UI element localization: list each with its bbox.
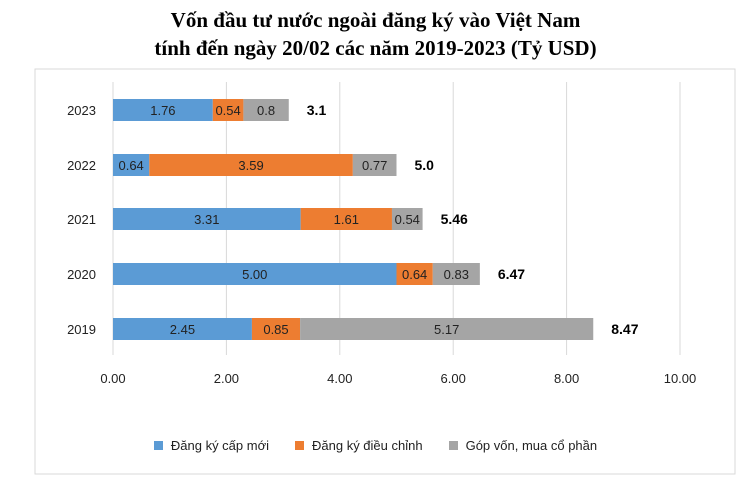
data-label: 1.76 [150, 103, 175, 118]
legend-swatch [295, 441, 304, 450]
x-tick-label: 8.00 [554, 371, 579, 386]
data-label: 0.83 [444, 267, 469, 282]
data-label: 0.8 [257, 103, 275, 118]
bar-segment [113, 99, 213, 121]
bar-segment [113, 154, 150, 176]
legend-swatch [153, 441, 163, 450]
data-label: 0.85 [263, 322, 288, 337]
bar-segment [352, 154, 397, 176]
bar-segment [243, 99, 289, 121]
y-tick-label: 2022 [67, 158, 96, 173]
data-label: 3.59 [238, 158, 263, 173]
data-label: 0.54 [215, 103, 240, 118]
total-label: 5.0 [415, 157, 435, 173]
y-tick-label: 2020 [67, 267, 96, 282]
total-label: 6.47 [498, 266, 525, 282]
data-label: 1.61 [334, 212, 359, 227]
data-label: 0.64 [118, 158, 143, 173]
bar-segment [432, 263, 480, 285]
x-tick-label: 4.00 [327, 371, 352, 386]
bar-segment [300, 208, 392, 230]
chart-title-line-2: tính đến ngày 20/02 các năm 2019-2023 (T… [154, 36, 597, 60]
data-label: 5.00 [242, 267, 267, 282]
bar-segment [300, 318, 594, 340]
data-label: 0.77 [362, 158, 387, 173]
legend-item: Đăng ký cấp mới [153, 438, 269, 453]
bar-segment [396, 263, 433, 285]
legend-label: Đăng ký cấp mới [170, 438, 269, 453]
chart-title-line-1: Vốn đầu tư nước ngoài đăng ký vào Việt N… [170, 8, 581, 32]
data-label: 5.17 [434, 322, 459, 337]
y-tick-label: 2023 [67, 103, 96, 118]
legend-swatch [448, 441, 458, 450]
x-tick-label: 2.00 [214, 371, 239, 386]
legend-item: Đăng ký điều chỉnh [295, 438, 423, 453]
legend-label: Đăng ký điều chỉnh [312, 438, 423, 453]
data-label: 3.31 [194, 212, 219, 227]
data-label: 0.54 [395, 212, 420, 227]
chart-legend: Đăng ký cấp mới Đăng ký điều chỉnh Góp vốn… [0, 438, 751, 453]
x-tick-label: 10.00 [664, 371, 697, 386]
total-label: 8.47 [611, 321, 638, 337]
total-label: 5.46 [441, 211, 468, 227]
bar-segment [212, 99, 244, 121]
bar-segment [113, 208, 301, 230]
bar-segment [251, 318, 301, 340]
x-tick-label: 0.00 [100, 371, 125, 386]
bar-segment [113, 318, 252, 340]
chart-border [34, 68, 736, 475]
legend-item: Góp vốn, mua cổ phần [448, 438, 598, 453]
bar-segment [113, 263, 397, 285]
total-label: 3.1 [307, 102, 327, 118]
y-tick-label: 2019 [67, 322, 96, 337]
data-label: 2.45 [170, 322, 195, 337]
bar-segment [149, 154, 353, 176]
bar-segment [391, 208, 423, 230]
x-tick-label: 6.00 [441, 371, 466, 386]
legend-label: Góp vốn, mua cổ phần [465, 438, 598, 453]
y-tick-label: 2021 [67, 212, 96, 227]
data-label: 0.64 [402, 267, 427, 282]
